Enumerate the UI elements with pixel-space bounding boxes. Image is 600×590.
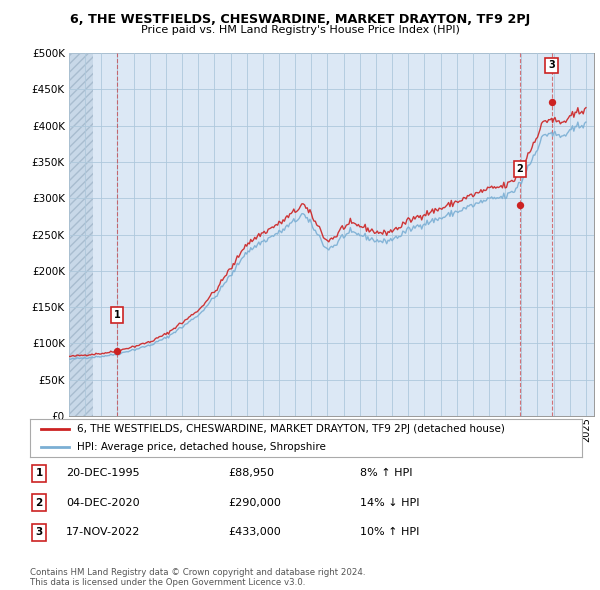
Text: £290,000: £290,000 bbox=[228, 498, 281, 507]
Text: 17-NOV-2022: 17-NOV-2022 bbox=[66, 527, 140, 537]
Text: Contains HM Land Registry data © Crown copyright and database right 2024.
This d: Contains HM Land Registry data © Crown c… bbox=[30, 568, 365, 587]
Text: 04-DEC-2020: 04-DEC-2020 bbox=[66, 498, 140, 507]
Text: £88,950: £88,950 bbox=[228, 468, 274, 478]
Text: 14% ↓ HPI: 14% ↓ HPI bbox=[360, 498, 419, 507]
Text: 6, THE WESTFIELDS, CHESWARDINE, MARKET DRAYTON, TF9 2PJ (detached house): 6, THE WESTFIELDS, CHESWARDINE, MARKET D… bbox=[77, 424, 505, 434]
Point bbox=[547, 97, 556, 106]
Text: Price paid vs. HM Land Registry's House Price Index (HPI): Price paid vs. HM Land Registry's House … bbox=[140, 25, 460, 35]
Text: HPI: Average price, detached house, Shropshire: HPI: Average price, detached house, Shro… bbox=[77, 442, 326, 452]
Text: 2: 2 bbox=[517, 164, 523, 174]
Text: £433,000: £433,000 bbox=[228, 527, 281, 537]
Point bbox=[112, 347, 122, 356]
Text: 8% ↑ HPI: 8% ↑ HPI bbox=[360, 468, 413, 478]
Text: 1: 1 bbox=[113, 310, 121, 320]
Text: 3: 3 bbox=[548, 60, 555, 70]
Text: 1: 1 bbox=[35, 468, 43, 478]
Text: 20-DEC-1995: 20-DEC-1995 bbox=[66, 468, 140, 478]
Bar bbox=[69, 53, 93, 416]
Text: 3: 3 bbox=[35, 527, 43, 537]
Text: 10% ↑ HPI: 10% ↑ HPI bbox=[360, 527, 419, 537]
Text: 2: 2 bbox=[35, 498, 43, 507]
Text: 6, THE WESTFIELDS, CHESWARDINE, MARKET DRAYTON, TF9 2PJ: 6, THE WESTFIELDS, CHESWARDINE, MARKET D… bbox=[70, 13, 530, 26]
Point bbox=[515, 201, 525, 210]
